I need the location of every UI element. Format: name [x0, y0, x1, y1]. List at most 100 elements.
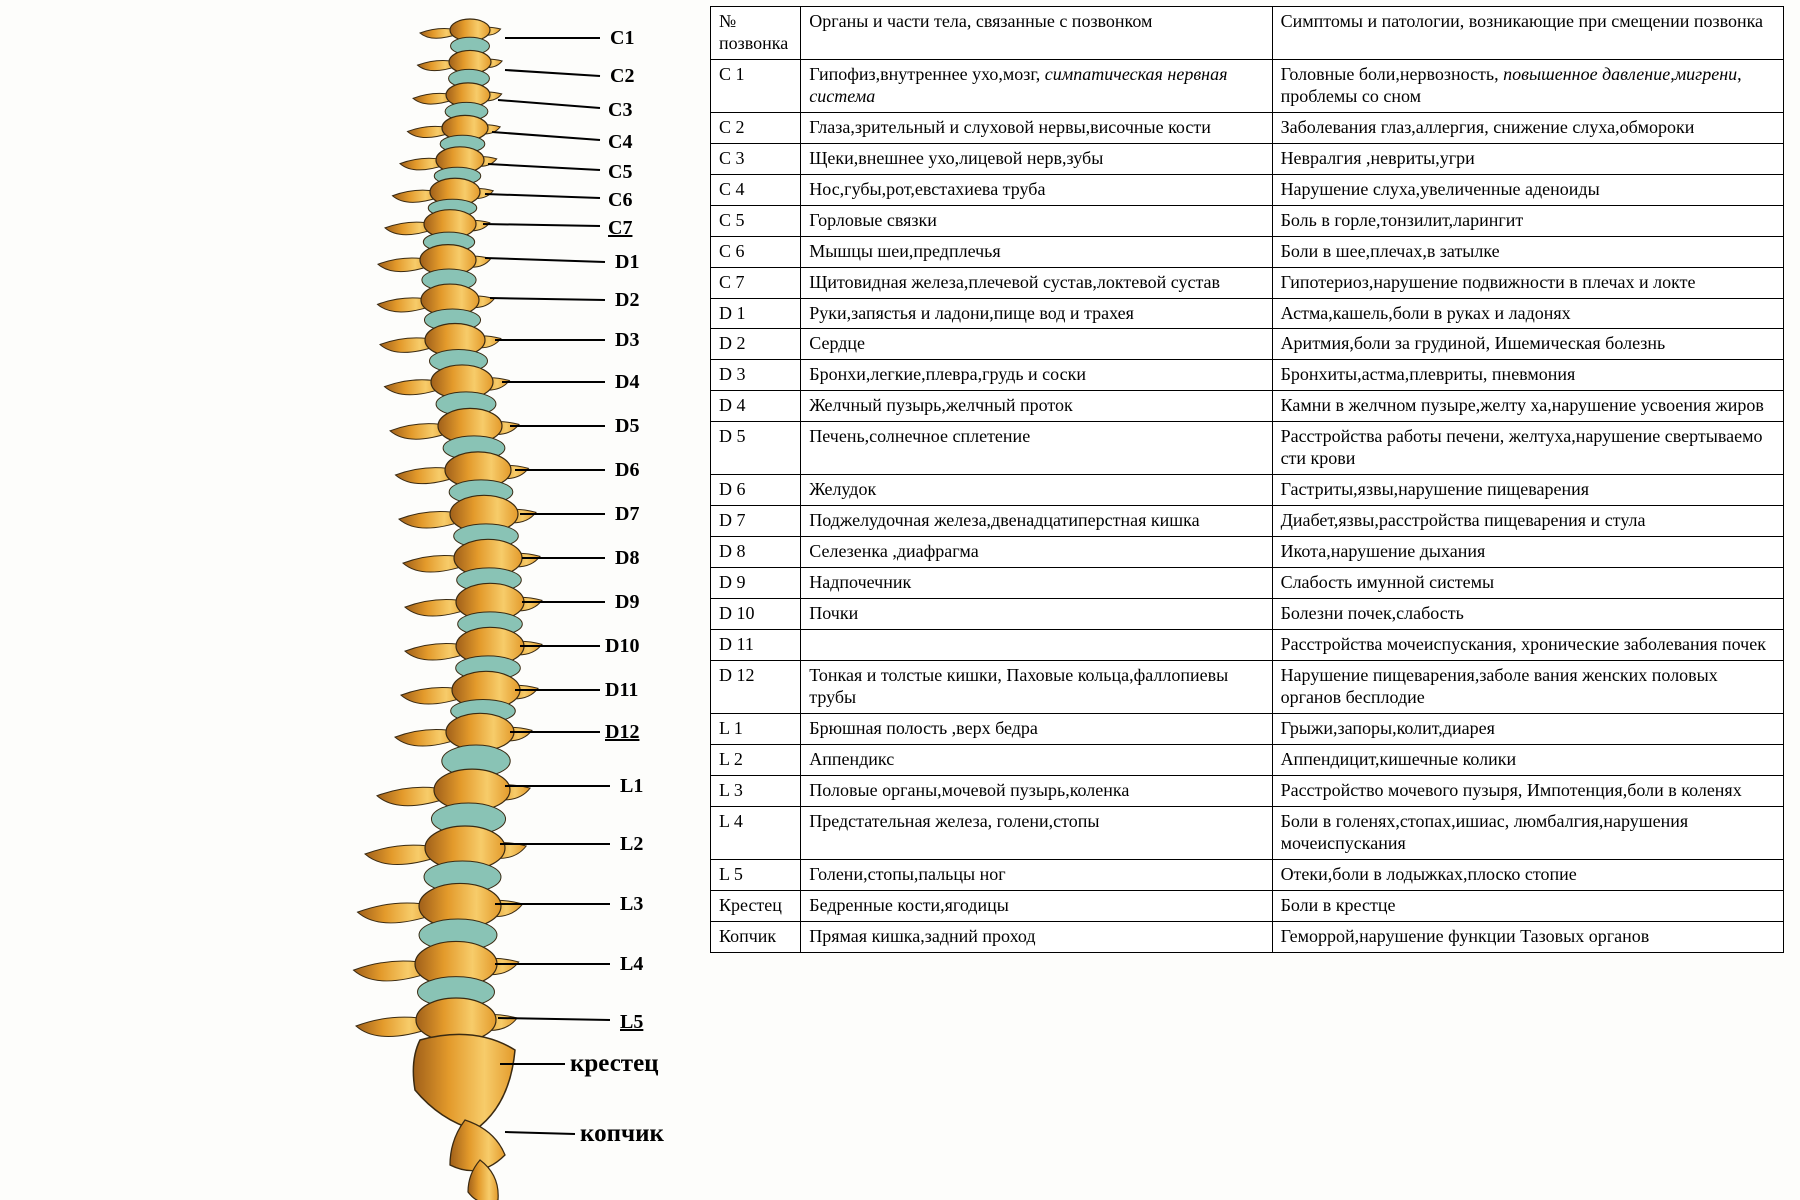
- col-vertebra-no: № позвонка: [711, 7, 801, 60]
- spine-label-L1: L1: [620, 776, 643, 796]
- spine-label-D10: D10: [605, 636, 639, 656]
- spine-label-C2: C2: [610, 66, 634, 86]
- cell-organs: Нос,губы,рот,евстахиева труба: [801, 174, 1272, 205]
- spine-label-D9: D9: [615, 592, 639, 612]
- cell-organs: Аппендикс: [801, 744, 1272, 775]
- table-row: C 6Мышцы шеи,предплечьяБоли в шее,плечах…: [711, 236, 1784, 267]
- cell-organs: Почки: [801, 599, 1272, 630]
- cell-vertebra: D 10: [711, 599, 801, 630]
- spine-label-D7: D7: [615, 504, 639, 524]
- cell-vertebra: L 4: [711, 806, 801, 859]
- table-row: L 3Половые органы,мочевой пузырь,коленка…: [711, 775, 1784, 806]
- cell-symptoms: Боли в крестце: [1272, 890, 1783, 921]
- cell-organs: Печень,солнечное сплетение: [801, 422, 1272, 475]
- cell-organs: Мышцы шеи,предплечья: [801, 236, 1272, 267]
- spine-label-D1: D1: [615, 252, 639, 272]
- table-row: L 2АппендиксАппендицит,кишечные колики: [711, 744, 1784, 775]
- cell-vertebra: Крестец: [711, 890, 801, 921]
- cell-organs: Бедренные кости,ягодицы: [801, 890, 1272, 921]
- spine-label-C7: C7: [608, 218, 632, 238]
- cell-symptoms: Астма,кашель,боли в руках и ладонях: [1272, 298, 1783, 329]
- vertebra-table: № позвонка Органы и части тела, связанны…: [710, 6, 1784, 953]
- spine-label-D4: D4: [615, 372, 639, 392]
- table-row: C 3Щеки,внешнее ухо,лицевой нерв,зубыНев…: [711, 143, 1784, 174]
- cell-symptoms: Аппендицит,кишечные колики: [1272, 744, 1783, 775]
- cell-symptoms: Слабость имунной системы: [1272, 568, 1783, 599]
- cell-symptoms: Нарушение пищеварения,заболе вания женск…: [1272, 660, 1783, 713]
- spine-label-D8: D8: [615, 548, 639, 568]
- cell-organs: Прямая кишка,задний проход: [801, 921, 1272, 952]
- cell-vertebra: D 9: [711, 568, 801, 599]
- cell-vertebra: C 2: [711, 112, 801, 143]
- spine-label-D2: D2: [615, 290, 639, 310]
- cell-symptoms: Диабет,язвы,расстройства пищеварения и с…: [1272, 506, 1783, 537]
- cell-vertebra: D 8: [711, 537, 801, 568]
- spine-svg: [0, 0, 680, 1200]
- table-row: D 7Поджелудочная железа,двенадцатиперстн…: [711, 506, 1784, 537]
- spine-label-L5: L5: [620, 1012, 643, 1032]
- table-row: D 9НадпочечникСлабость имунной системы: [711, 568, 1784, 599]
- table-row: L 4Предстательная железа, голени,стопыБо…: [711, 806, 1784, 859]
- spine-label-C6: C6: [608, 190, 632, 210]
- table-row: КопчикПрямая кишка,задний проходГеморрой…: [711, 921, 1784, 952]
- table-row: D 4Желчный пузырь,желчный протокКамни в …: [711, 391, 1784, 422]
- spine-label-D12: D12: [605, 722, 639, 742]
- cell-vertebra: D 12: [711, 660, 801, 713]
- cell-symptoms: Нарушение слуха,увеличенные аденоиды: [1272, 174, 1783, 205]
- cell-symptoms: Отеки,боли в лодыжках,плоско стопие: [1272, 859, 1783, 890]
- cell-organs: Желудок: [801, 475, 1272, 506]
- spine-label-D11: D11: [605, 680, 638, 700]
- cell-symptoms: Бронхиты,астма,плевриты, пневмония: [1272, 360, 1783, 391]
- cell-organs: Желчный пузырь,желчный проток: [801, 391, 1272, 422]
- cell-vertebra: C 1: [711, 59, 801, 112]
- cell-symptoms: Геморрой,нарушение функции Тазовых орган…: [1272, 921, 1783, 952]
- cell-organs: Брюшная полость ,верх бедра: [801, 713, 1272, 744]
- table-row: D 1Руки,запястья и ладони,пище вод и тра…: [711, 298, 1784, 329]
- table-row: D 3Бронхи,легкие,плевра,грудь и соскиБро…: [711, 360, 1784, 391]
- cell-vertebra: C 6: [711, 236, 801, 267]
- table-body: C 1Гипофиз,внутреннее ухо,мозг, симпатич…: [711, 59, 1784, 952]
- cell-organs: Щитовидная железа,плечевой сустав,локтев…: [801, 267, 1272, 298]
- spine-label-C1: C1: [610, 28, 634, 48]
- cell-symptoms: Гипотериоз,нарушение подвижности в плеча…: [1272, 267, 1783, 298]
- cell-organs: Селезенка ,диафрагма: [801, 537, 1272, 568]
- table-row: D 10ПочкиБолезни почек,слабость: [711, 599, 1784, 630]
- cell-vertebra: Копчик: [711, 921, 801, 952]
- cell-symptoms: Головные боли,нервозность, повышенное да…: [1272, 59, 1783, 112]
- col-symptoms: Симптомы и патологии, возникающие при см…: [1272, 7, 1783, 60]
- table-row: C 2Глаза,зрительный и слуховой нервы,вис…: [711, 112, 1784, 143]
- cell-symptoms: Боли в шее,плечах,в затылке: [1272, 236, 1783, 267]
- table-row: D 5Печень,солнечное сплетениеРасстройств…: [711, 422, 1784, 475]
- cell-symptoms: Боль в горле,тонзилит,ларингит: [1272, 205, 1783, 236]
- spine-label-L2: L2: [620, 834, 643, 854]
- cell-organs: Надпочечник: [801, 568, 1272, 599]
- cell-vertebra: C 3: [711, 143, 801, 174]
- cell-symptoms: Расстройство мочевого пузыря, Импотенция…: [1272, 775, 1783, 806]
- table-row: D 6ЖелудокГастриты,язвы,нарушение пищева…: [711, 475, 1784, 506]
- table-row: D 8Селезенка ,диафрагмаИкота,нарушение д…: [711, 537, 1784, 568]
- spine-label-копчик: копчик: [580, 1124, 664, 1144]
- cell-vertebra: D 2: [711, 329, 801, 360]
- spine-label-D3: D3: [615, 330, 639, 350]
- cell-vertebra: L 2: [711, 744, 801, 775]
- cell-vertebra: L 3: [711, 775, 801, 806]
- cell-organs: Поджелудочная железа,двенадцатиперстная …: [801, 506, 1272, 537]
- cell-symptoms: Болезни почек,слабость: [1272, 599, 1783, 630]
- col-organs: Органы и части тела, связанные с позвонк…: [801, 7, 1272, 60]
- cell-symptoms: Заболевания глаз,аллергия, снижение слух…: [1272, 112, 1783, 143]
- cell-symptoms: Расстройства работы печени, желтуха,нару…: [1272, 422, 1783, 475]
- table-row: C 7Щитовидная железа,плечевой сустав,лок…: [711, 267, 1784, 298]
- table-row: L 5Голени,стопы,пальцы ногОтеки,боли в л…: [711, 859, 1784, 890]
- cell-vertebra: D 5: [711, 422, 801, 475]
- cell-organs: Половые органы,мочевой пузырь,коленка: [801, 775, 1272, 806]
- cell-vertebra: L 5: [711, 859, 801, 890]
- spine-label-C4: C4: [608, 132, 632, 152]
- cell-symptoms: Боли в голенях,стопах,ишиас, люмбалгия,н…: [1272, 806, 1783, 859]
- spine-label-L4: L4: [620, 954, 643, 974]
- table-row: D 11Расстройства мочеиспускания, хрониче…: [711, 630, 1784, 661]
- cell-vertebra: D 4: [711, 391, 801, 422]
- cell-organs: Бронхи,легкие,плевра,грудь и соски: [801, 360, 1272, 391]
- cell-symptoms: Икота,нарушение дыхания: [1272, 537, 1783, 568]
- table-row: D 12Тонкая и толстые кишки, Паховые коль…: [711, 660, 1784, 713]
- cell-vertebra: C 4: [711, 174, 801, 205]
